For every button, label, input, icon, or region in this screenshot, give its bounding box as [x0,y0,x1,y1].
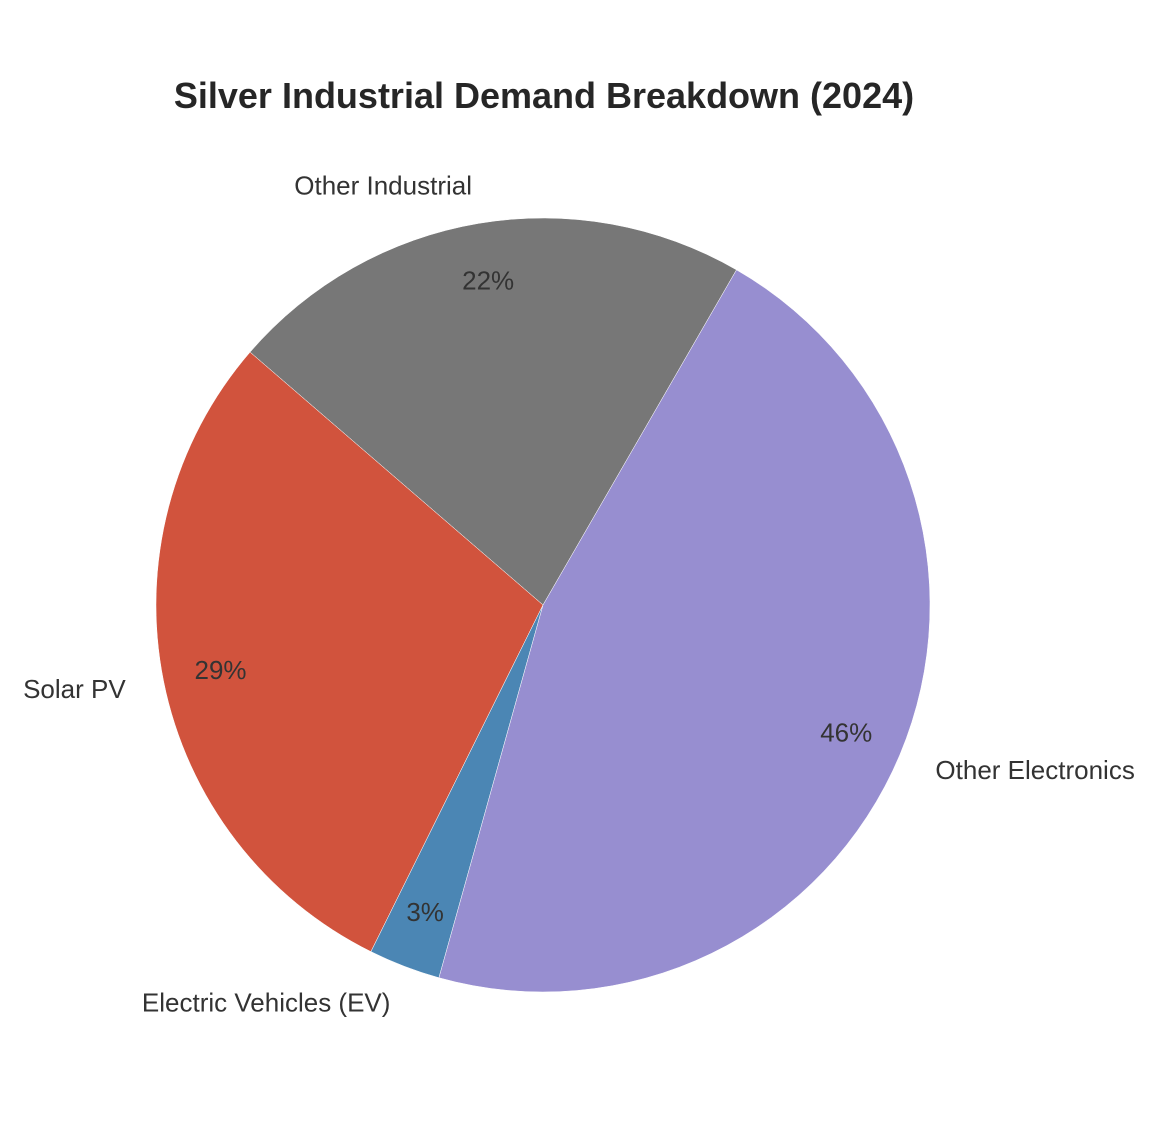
slice-label-electric-vehicles-ev: Electric Vehicles (EV) [142,987,391,1017]
pie-slice-other-industrial [249,217,737,606]
slice-label-solar-pv: Solar PV [23,674,126,704]
pct-label-other-industrial: 22% [462,266,514,296]
pie-slices [155,217,931,993]
chart-title: Silver Industrial Demand Breakdown (2024… [174,75,914,116]
pct-label-electric-vehicles-ev: 3% [406,897,444,927]
pie-labels: Other Industrial 22% Solar PV 29% Electric V… [23,170,1135,1017]
slice-label-other-industrial: Other Industrial [294,170,472,200]
pct-label-solar-pv: 29% [195,655,247,685]
slice-label-other-electronics: Other Electronics [935,755,1134,785]
pct-label-other-electronics: 46% [820,717,872,747]
pie-slice-other-electronics [438,269,931,993]
pie-slice-solar-pv [155,351,544,952]
